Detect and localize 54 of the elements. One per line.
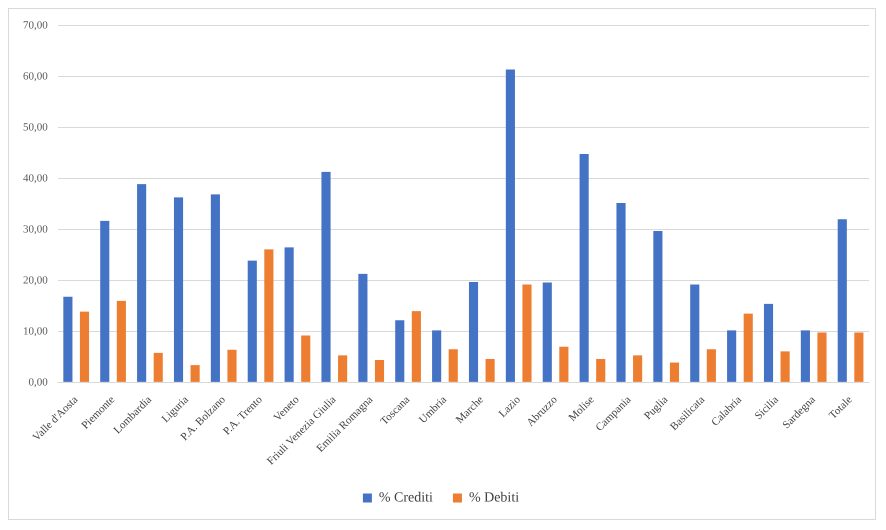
bar [580, 154, 589, 382]
bar [633, 355, 642, 382]
y-tick-label: 60,00 [23, 70, 48, 82]
y-tick-label: 10,00 [23, 325, 48, 338]
bar [210, 194, 220, 382]
bar [137, 184, 146, 382]
bar [174, 197, 184, 382]
bar [284, 247, 294, 382]
y-tick-label: 70,00 [23, 19, 48, 32]
y-tick-label: 40,00 [23, 172, 48, 184]
bar [448, 349, 458, 382]
bar [800, 330, 810, 382]
bar [542, 282, 552, 382]
bar [616, 202, 626, 382]
bar [248, 260, 257, 382]
bar [338, 355, 348, 382]
bar [190, 365, 200, 382]
bar [80, 312, 90, 382]
bar [522, 284, 532, 382]
bar [817, 332, 827, 382]
bar [374, 360, 384, 382]
bar [706, 349, 716, 382]
bar [227, 350, 237, 382]
y-tick-label: 0,00 [28, 376, 48, 388]
bar [506, 69, 515, 382]
bar [395, 320, 404, 382]
bar [358, 274, 368, 382]
bar [838, 219, 847, 382]
bar [264, 249, 274, 382]
bar [596, 358, 606, 382]
bar [727, 330, 736, 382]
bar [854, 332, 864, 382]
bar [780, 351, 790, 382]
bar [690, 284, 700, 382]
bar [116, 300, 126, 382]
bar [744, 314, 753, 382]
y-tick-label: 20,00 [23, 274, 48, 286]
bar [468, 282, 478, 382]
legend-label: % Debiti [468, 490, 520, 506]
bar [486, 358, 495, 382]
bar [764, 304, 774, 382]
bar [100, 220, 110, 382]
bar [412, 311, 421, 382]
bar [670, 362, 680, 382]
y-tick-label: 50,00 [23, 121, 48, 134]
bar [653, 231, 662, 382]
bar [559, 346, 568, 382]
bar [432, 330, 442, 382]
y-tick-label: 30,00 [23, 223, 48, 236]
bar [301, 336, 310, 382]
bar [63, 296, 72, 382]
legend-label: % Crediti [378, 490, 434, 506]
bar [154, 352, 163, 382]
bar [321, 172, 331, 382]
